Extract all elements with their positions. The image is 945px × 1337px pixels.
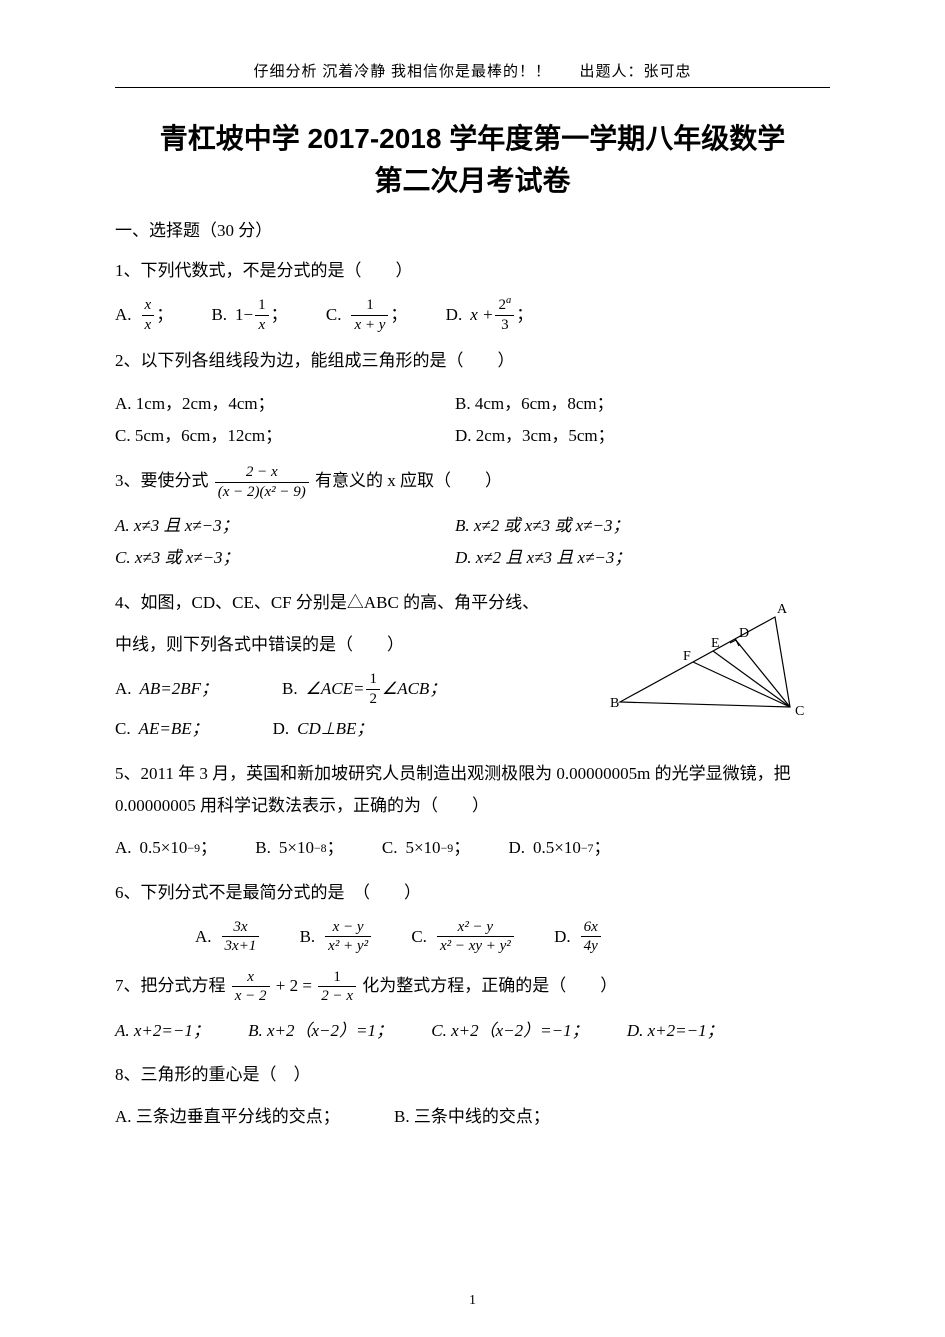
q6-opt-a: A. 3x3x+1 — [195, 919, 261, 955]
q7-opt-a: A. x+2=−1； — [115, 1015, 210, 1047]
question-3-options: A. x≠3 且 x≠−3； B. x≠2 或 x≠3 或 x≠−3； C. x… — [115, 510, 830, 575]
q8-opt-b: B. 三条中线的交点； — [394, 1101, 550, 1133]
q5-opt-d: D. 0.5×10−7； — [508, 832, 610, 864]
svg-text:F: F — [683, 649, 691, 664]
svg-text:A: A — [777, 602, 788, 617]
triangle-diagram: A B C D E F — [605, 587, 805, 727]
header-motto: 仔细分析 沉着冷静 我相信你是最棒的！！ — [253, 64, 551, 80]
svg-text:C: C — [795, 704, 804, 719]
title-line-2: 第二次月考试卷 — [115, 160, 830, 202]
author-label: 出题人： — [579, 64, 643, 80]
q6-opt-c: C. x² − yx² − xy + y² — [411, 919, 515, 955]
q2-opt-c: C. 5cm，6cm，12cm； — [115, 420, 455, 452]
q3-opt-a: A. x≠3 且 x≠−3； — [115, 510, 455, 542]
q2-opt-a: A. 1cm，2cm，4cm； — [115, 388, 455, 420]
q7-opt-d: D. x+2=−1； — [627, 1015, 724, 1047]
question-5: 5、2011 年 3 月，英国和新加坡研究人员制造出观测极限为 0.000000… — [115, 758, 830, 823]
question-7-options: A. x+2=−1； B. x+2（x−2）=1； C. x+2（x−2）=−1… — [115, 1015, 830, 1047]
q5-opt-c: C. 5×10−9； — [382, 832, 470, 864]
question-1: 1、下列代数式，不是分式的是（ ） — [115, 255, 830, 287]
q4-opt-d: D. CD⊥BE； — [273, 713, 374, 745]
q4-opt-a: A. AB=2BF； — [115, 671, 218, 707]
q4-opt-b: B. ∠ACE= 12 ∠ACB； — [282, 671, 446, 707]
question-8-options: A. 三条边垂直平分线的交点； B. 三条中线的交点； — [115, 1101, 830, 1133]
title-line-1: 青杠坡中学 2017-2018 学年度第一学期八年级数学 — [115, 118, 830, 160]
q7-opt-c: C. x+2（x−2）=−1； — [431, 1015, 588, 1047]
q1-opt-a: A. xx ； — [115, 297, 173, 333]
q6-opt-b: B. x − yx² + y² — [300, 919, 374, 955]
page-number: 1 — [0, 1293, 945, 1309]
q5-opt-b: B. 5×10−8； — [255, 832, 343, 864]
q1-opt-d: D. x + 2a3 ； — [446, 297, 534, 333]
author-name: 张可忠 — [644, 64, 692, 80]
svg-text:B: B — [610, 696, 619, 711]
page-header: 仔细分析 沉着冷静 我相信你是最棒的！！ 出题人：张可忠 — [115, 60, 830, 88]
question-2-options: A. 1cm，2cm，4cm； B. 4cm，6cm，8cm； C. 5cm，6… — [115, 388, 830, 453]
q3-opt-b: B. x≠2 或 x≠3 或 x≠−3； — [455, 510, 795, 542]
question-6: 6、下列分式不是最简分式的是 （ ） — [115, 877, 830, 909]
question-3: 3、要使分式 2 − x(x − 2)(x² − 9) 有意义的 x 应取（ ） — [115, 464, 830, 500]
svg-text:D: D — [739, 626, 749, 641]
exam-title: 青杠坡中学 2017-2018 学年度第一学期八年级数学 第二次月考试卷 — [115, 118, 830, 202]
q3-opt-c: C. x≠3 或 x≠−3； — [115, 542, 455, 574]
q8-opt-a: A. 三条边垂直平分线的交点； — [115, 1101, 340, 1133]
q5-opt-a: A. 0.5×10−9； — [115, 832, 217, 864]
q7-opt-b: B. x+2（x−2）=1； — [248, 1015, 393, 1047]
q2-opt-d: D. 2cm，3cm，5cm； — [455, 420, 795, 452]
q6-opt-d: D. 6x4y — [554, 919, 603, 955]
q1-opt-c: C. 1x + y ； — [326, 297, 408, 333]
q1-opt-b: B. 1− 1x ； — [211, 297, 287, 333]
question-2: 2、以下列各组线段为边，能组成三角形的是（ ） — [115, 345, 830, 377]
question-1-options: A. xx ； B. 1− 1x ； C. 1x + y ； D. x + 2a… — [115, 297, 830, 333]
q4-opt-c: C. AE=BE； — [115, 713, 209, 745]
question-4-block: 4、如图，CD、CE、CF 分别是△ABC 的高、角平分线、 中线，则下列各式中… — [115, 587, 830, 746]
q2-opt-b: B. 4cm，6cm，8cm； — [455, 388, 795, 420]
q3-opt-d: D. x≠2 且 x≠3 且 x≠−3； — [455, 542, 795, 574]
section-1-heading: 一、选择题（30 分） — [115, 216, 830, 241]
question-7: 7、把分式方程 xx − 2 + 2 = 12 − x 化为整式方程，正确的是（… — [115, 969, 830, 1005]
question-5-options: A. 0.5×10−9； B. 5×10−8； C. 5×10−9； D. 0.… — [115, 832, 830, 864]
question-8: 8、三角形的重心是（ ） — [115, 1059, 830, 1091]
svg-text:E: E — [711, 636, 720, 651]
question-6-options: A. 3x3x+1 B. x − yx² + y² C. x² − yx² − … — [115, 919, 830, 955]
